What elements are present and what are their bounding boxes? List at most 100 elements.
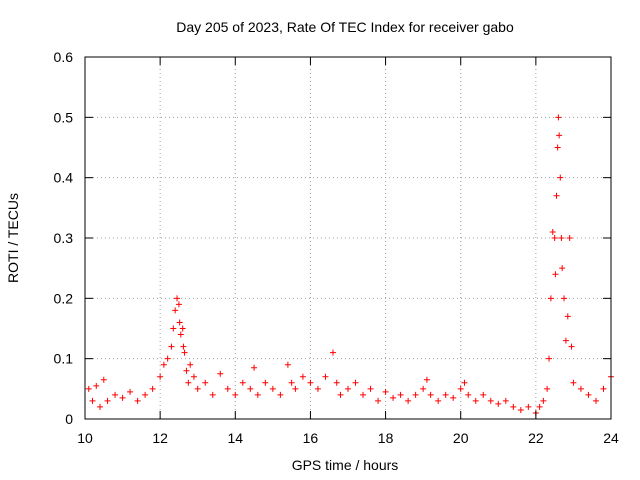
data-point (495, 400, 502, 407)
data-point (168, 343, 175, 350)
data-point (345, 385, 351, 392)
data-point (254, 391, 261, 398)
data-point (142, 391, 149, 398)
chart-title: Day 205 of 2023, Rate Of TEC Index for r… (176, 19, 514, 35)
data-point (549, 228, 556, 235)
data-point (174, 295, 181, 302)
data-point (89, 397, 96, 404)
data-point (555, 114, 562, 121)
data-point (546, 355, 553, 362)
data-point (556, 132, 563, 139)
data-point (375, 397, 382, 404)
y-tick-label: 0.3 (54, 230, 74, 246)
data-point (179, 325, 186, 332)
data-point (566, 235, 573, 241)
data-point (224, 385, 231, 392)
data-point (558, 235, 565, 241)
data-point (170, 325, 177, 332)
data-point (577, 385, 584, 392)
data-point (104, 397, 111, 404)
data-point (420, 385, 427, 392)
data-point (314, 385, 321, 392)
data-point (322, 373, 329, 380)
data-point (269, 385, 276, 392)
ticks-layer: 0 0.1 0.2 0.3 0.4 0.5 0.6 10 12 14 16 18 20 22 24 (54, 49, 619, 446)
y-tick-label: 0 (65, 411, 73, 427)
data-point (540, 397, 547, 404)
x-tick-label: 16 (303, 430, 319, 446)
data-point (172, 307, 179, 314)
data-point (427, 391, 434, 398)
data-point (352, 379, 359, 386)
data-point (183, 367, 190, 374)
y-axis-label: ROTI / TECUs (5, 193, 21, 283)
data-point (553, 192, 560, 199)
data-point (423, 376, 430, 383)
data-point (547, 295, 554, 302)
data-point (390, 394, 397, 401)
data-point (450, 394, 457, 401)
data-point (160, 361, 167, 368)
data-point (112, 391, 119, 398)
data-point (277, 391, 284, 398)
data-point (360, 391, 367, 398)
data-point (85, 385, 92, 392)
x-tick-label: 10 (77, 430, 93, 446)
data-point (570, 379, 577, 386)
y-tick-label: 0.5 (54, 109, 74, 125)
data-point (134, 397, 141, 404)
points-layer (85, 114, 614, 416)
grid-layer (85, 57, 611, 419)
data-point (564, 313, 571, 320)
data-point (480, 391, 487, 398)
data-point (435, 397, 442, 404)
data-point (262, 379, 269, 386)
data-point (442, 391, 449, 398)
data-point (177, 331, 184, 338)
x-tick-label: 18 (378, 430, 394, 446)
data-point (461, 379, 468, 386)
data-point (157, 373, 164, 380)
data-point (600, 385, 607, 392)
data-point (551, 235, 558, 241)
data-point (202, 379, 209, 386)
data-point (299, 373, 306, 380)
data-point (187, 361, 194, 368)
data-point (93, 382, 100, 389)
data-point (333, 379, 340, 386)
data-point (502, 397, 509, 404)
data-point (412, 391, 419, 398)
x-tick-label: 24 (603, 430, 619, 446)
data-point (557, 174, 564, 181)
data-point (180, 343, 187, 350)
data-point (97, 403, 104, 410)
x-tick-label: 20 (453, 430, 469, 446)
data-point (552, 271, 559, 278)
data-point (185, 379, 192, 386)
data-point (554, 144, 561, 151)
data-point (247, 385, 254, 392)
y-tick-label: 0.1 (54, 351, 74, 367)
x-tick-label: 12 (152, 430, 168, 446)
data-point (405, 397, 412, 404)
data-point (217, 370, 224, 377)
data-point (119, 394, 126, 401)
data-point (382, 388, 389, 395)
data-point (585, 391, 592, 398)
data-point (562, 337, 569, 344)
data-point (367, 385, 374, 392)
data-point (181, 349, 188, 356)
data-point (209, 391, 216, 398)
y-tick-label: 0.2 (54, 290, 74, 306)
data-point (100, 376, 107, 383)
data-point (190, 373, 197, 380)
x-tick-label: 22 (528, 430, 544, 446)
data-point (175, 301, 182, 308)
data-point (465, 391, 472, 398)
data-point (239, 379, 246, 386)
data-point (510, 403, 517, 410)
data-point (284, 361, 291, 368)
data-point (561, 295, 568, 302)
data-point (337, 391, 344, 398)
